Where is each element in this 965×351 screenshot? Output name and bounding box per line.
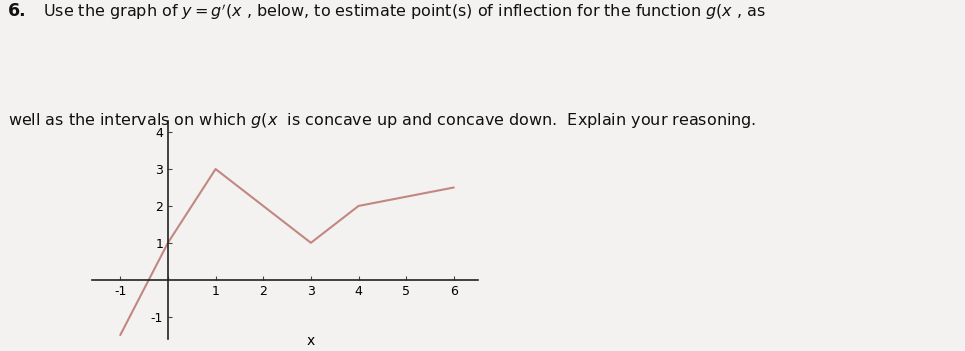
Text: 6.: 6. — [8, 2, 26, 20]
Text: x: x — [307, 334, 315, 348]
Text: Use the graph of $y = g'(x$ , below, to estimate point(s) of inflection for the : Use the graph of $y = g'(x$ , below, to … — [43, 2, 766, 22]
Text: well as the intervals on which $g(x$  is concave up and concave down.  Explain y: well as the intervals on which $g(x$ is … — [8, 111, 756, 130]
